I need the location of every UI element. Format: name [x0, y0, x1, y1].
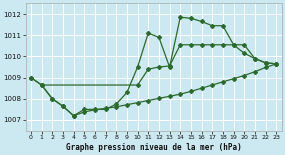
X-axis label: Graphe pression niveau de la mer (hPa): Graphe pression niveau de la mer (hPa) — [66, 143, 241, 152]
